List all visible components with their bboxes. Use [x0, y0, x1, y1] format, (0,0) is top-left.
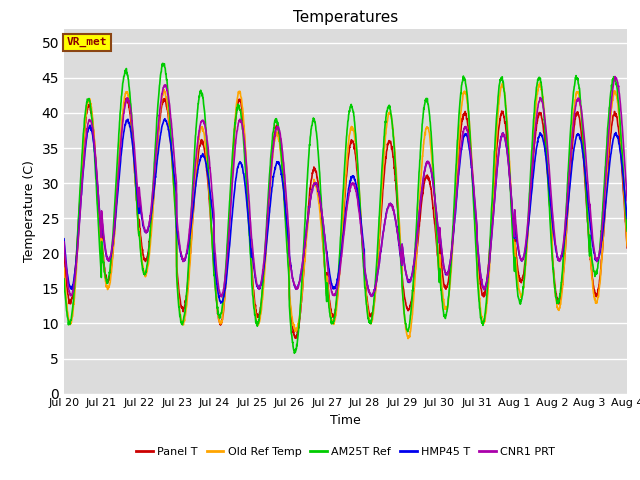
Panel T [218, 319, 225, 325]
AM25T Ref [218, 310, 225, 315]
AM25T Ref [159, 60, 166, 66]
CNR1 PRT [217, 293, 225, 299]
Old Ref Temp [362, 288, 370, 294]
Y-axis label: Temperature (C): Temperature (C) [23, 160, 36, 262]
HMP45 T [510, 225, 518, 231]
Old Ref Temp [217, 321, 225, 326]
HMP45 T [623, 216, 631, 221]
HMP45 T [362, 276, 370, 282]
Old Ref Temp [623, 243, 631, 249]
AM25T Ref [574, 75, 582, 81]
Old Ref Temp [509, 238, 517, 243]
AM25T Ref [589, 268, 597, 274]
X-axis label: Time: Time [330, 414, 361, 427]
Old Ref Temp [404, 336, 412, 341]
HMP45 T [217, 300, 225, 306]
HMP45 T [375, 264, 383, 269]
Panel T [375, 248, 383, 253]
CNR1 PRT [374, 267, 382, 273]
HMP45 T [161, 116, 169, 121]
HMP45 T [589, 248, 597, 254]
HMP45 T [574, 131, 582, 137]
Title: Temperatures: Temperatures [293, 10, 398, 25]
CNR1 PRT [589, 241, 597, 247]
Panel T [292, 336, 300, 341]
Line: HMP45 T: HMP45 T [64, 119, 627, 303]
CNR1 PRT [509, 220, 517, 226]
CNR1 PRT [362, 276, 370, 281]
CNR1 PRT [574, 96, 582, 102]
Old Ref Temp [374, 252, 382, 258]
AM25T Ref [375, 226, 383, 232]
Panel T [122, 96, 130, 101]
AM25T Ref [291, 350, 298, 356]
Old Ref Temp [60, 265, 68, 271]
Legend: Panel T, Old Ref Temp, AM25T Ref, HMP45 T, CNR1 PRT: Panel T, Old Ref Temp, AM25T Ref, HMP45 … [132, 442, 559, 461]
Panel T [589, 283, 597, 289]
Panel T [60, 249, 68, 254]
HMP45 T [218, 299, 225, 305]
Line: CNR1 PRT: CNR1 PRT [64, 76, 627, 297]
Line: Panel T: Panel T [64, 98, 627, 338]
AM25T Ref [623, 228, 631, 234]
Line: AM25T Ref: AM25T Ref [64, 63, 627, 353]
Old Ref Temp [536, 80, 543, 86]
Panel T [574, 109, 582, 115]
Line: Old Ref Temp: Old Ref Temp [64, 83, 627, 338]
Text: VR_met: VR_met [67, 37, 108, 48]
Old Ref Temp [574, 90, 582, 96]
Panel T [510, 233, 518, 239]
CNR1 PRT [623, 198, 631, 204]
HMP45 T [60, 236, 68, 241]
AM25T Ref [60, 276, 68, 282]
CNR1 PRT [611, 73, 619, 79]
Old Ref Temp [589, 291, 597, 297]
AM25T Ref [510, 253, 518, 259]
AM25T Ref [362, 301, 370, 307]
Panel T [623, 245, 631, 251]
CNR1 PRT [218, 294, 225, 300]
CNR1 PRT [60, 239, 68, 245]
Panel T [362, 292, 370, 298]
